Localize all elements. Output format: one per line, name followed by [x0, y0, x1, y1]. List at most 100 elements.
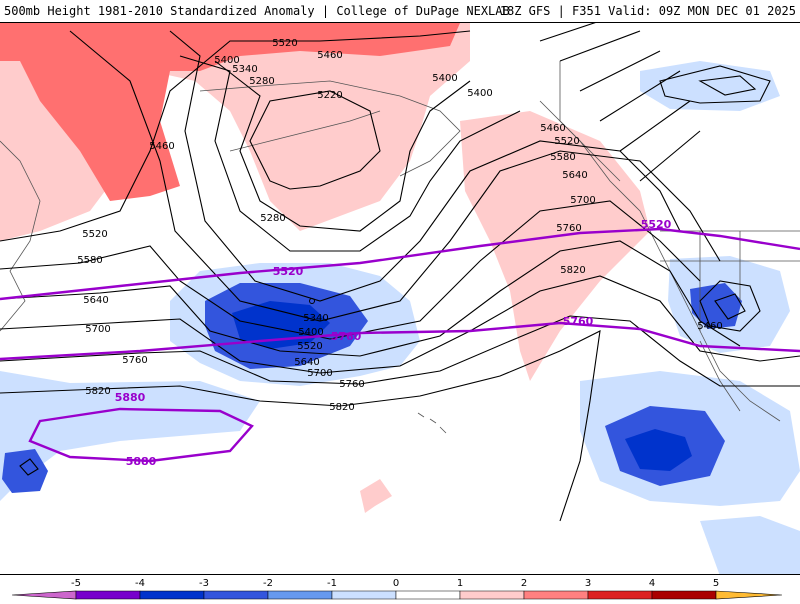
legend-arrow-high: [715, 590, 783, 600]
label-5520-left: 5520: [82, 229, 107, 240]
label-5760-left: 5760: [122, 355, 147, 366]
label-5400-center: 5400: [298, 327, 323, 338]
baja-california: [699, 340, 741, 412]
thickness-5760: [0, 321, 800, 361]
legend-arrow-low: [11, 590, 77, 600]
legend-tick-label: 2: [521, 578, 527, 589]
contour-5580: [0, 200, 701, 340]
contour-5280: [214, 60, 471, 232]
label-5520-mid: 5520: [554, 136, 579, 147]
label-5580-mid: 5580: [550, 152, 575, 163]
label-5340-center: 5340: [303, 313, 328, 324]
alaska-coastline: [199, 80, 461, 177]
label-5580-left: 5580: [77, 255, 102, 266]
asia-coastline: [0, 140, 41, 332]
run-valid-time: 18Z GFS | F351 Valid: 09Z MON DEC 01 202…: [499, 4, 796, 18]
label-5820-right: 5820: [560, 265, 585, 276]
label-5700-center: 5700: [307, 368, 332, 379]
legend-tick-label: 4: [649, 578, 655, 589]
low-center-marker: [309, 298, 315, 304]
legend-segment: [331, 590, 397, 600]
label-5400-top: 5400: [214, 55, 239, 66]
legend-tick-label: -4: [135, 578, 145, 589]
height-contours: [0, 23, 800, 522]
hawaii-islands: [417, 412, 447, 434]
label-5220-top: 5220: [317, 90, 342, 101]
thickness-label-5880-a: 5880: [115, 391, 146, 404]
legend-tick-label: -1: [327, 578, 337, 589]
contour-ne-low-1: [659, 65, 771, 104]
negative-anomaly-se: [700, 516, 800, 574]
legend-tick-labels: -5 -4 -3 -2 -1 0 1 2 3 4 5: [71, 578, 719, 589]
height-contour-labels: 5520 5460 5400 5340 5280 5220 5400 5400 …: [77, 38, 722, 413]
strong-positive-anomaly-area: [0, 23, 460, 201]
label-5520-top: 5520: [272, 38, 297, 49]
legend-segment: [651, 590, 717, 600]
negative-anomaly-west: [0, 371, 260, 501]
label-5640-left: 5640: [83, 295, 108, 306]
contour-5400-ca: [714, 293, 746, 320]
contour-5220: [249, 90, 381, 190]
contour-sw-high: [19, 458, 39, 476]
contour-5460-ca: [699, 280, 761, 332]
contour-5640: [0, 240, 741, 357]
legend-segment: [75, 590, 141, 600]
label-5460-mid: 5460: [540, 123, 565, 134]
legend-segment: [587, 590, 653, 600]
legend-tick-label: 0: [393, 578, 399, 589]
contour-5520: [0, 30, 471, 242]
legend-tick-label: -3: [199, 578, 209, 589]
contour-5340: [179, 55, 521, 252]
label-5700-left: 5700: [85, 324, 110, 335]
label-5760-mid: 5760: [556, 223, 581, 234]
legend-color-bar: [11, 590, 783, 600]
contour-5460: [69, 30, 721, 322]
positive-anomaly-hawaii: [360, 479, 392, 513]
label-5460-left: 5460: [149, 141, 174, 152]
label-5400-r1: 5400: [432, 73, 457, 84]
contour-ne-arcs: [539, 23, 701, 182]
negative-anomaly-mexico-core: [625, 429, 692, 471]
legend-segment: [139, 590, 205, 600]
label-5820-center: 5820: [329, 402, 354, 413]
negative-anomaly-ca-core: [690, 283, 742, 329]
legend-tick-label: -2: [263, 578, 273, 589]
center-markers: [309, 298, 315, 304]
thickness-label-5880-b: 5880: [126, 455, 157, 468]
legend-segment: [203, 590, 269, 600]
label-5820-left: 5820: [85, 386, 110, 397]
legend-segment: [459, 590, 525, 600]
chart-title: 500mb Height 1981-2010 Standardized Anom…: [4, 4, 510, 18]
contour-ne-low-2: [698, 75, 757, 96]
label-5280-mid: 5280: [260, 213, 285, 224]
contour-5760: [0, 315, 800, 387]
contour-5820: [0, 330, 601, 522]
label-5400-r2: 5400: [467, 88, 492, 99]
legend-tick-label: 1: [457, 578, 463, 589]
title-bar: 500mb Height 1981-2010 Standardized Anom…: [0, 0, 800, 22]
thickness-contours: [0, 227, 800, 463]
thickness-label-5760-a: 5760: [331, 330, 362, 343]
legend-segment: [395, 590, 461, 600]
label-5460-southwest: 5460: [697, 321, 722, 332]
positive-anomaly-shading: [0, 23, 650, 513]
label-5640-mid: 5640: [562, 170, 587, 181]
aleutian-islands: [229, 110, 381, 152]
label-5280-top: 5280: [249, 76, 274, 87]
thickness-5880: [28, 407, 254, 463]
thickness-label-5760-b: 5760: [563, 315, 594, 328]
canada-border: [559, 61, 621, 182]
thickness-5520: [0, 227, 800, 301]
label-5700-mid: 5700: [570, 195, 595, 206]
label-5340-top: 5340: [232, 64, 257, 75]
us-state-borders: [660, 230, 800, 331]
legend-segment: [523, 590, 589, 600]
thickness-label-5520-a: 5520: [273, 265, 304, 278]
positive-anomaly-nw: [460, 111, 650, 381]
legend-tick-label: 3: [585, 578, 591, 589]
legend-tick-label: 5: [713, 578, 719, 589]
label-5460-top: 5460: [317, 50, 342, 61]
anomaly-map: 5520 5460 5400 5340 5280 5220 5400 5400 …: [0, 22, 800, 575]
label-5640-center: 5640: [294, 357, 319, 368]
